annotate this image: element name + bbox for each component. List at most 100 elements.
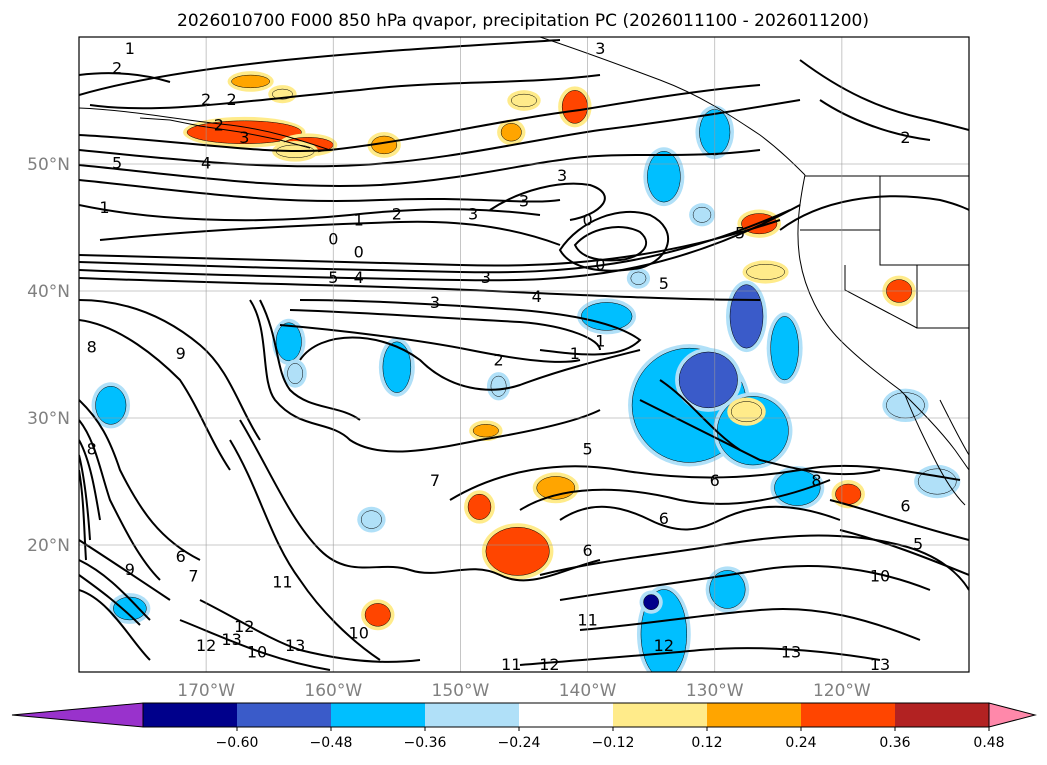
longitude-tick-label: 170°W [177, 681, 235, 701]
precip-anomaly-area [485, 526, 550, 576]
contour-line [79, 419, 161, 581]
contour-line [79, 277, 761, 301]
contour-label: 3 [430, 293, 440, 312]
contour-label: 13 [781, 642, 801, 661]
latitude-tick-label: 40°N [27, 282, 70, 302]
contour-line [779, 195, 969, 231]
contour-line [79, 219, 781, 267]
precip-anomaly-area [746, 264, 785, 280]
contour-label: 11 [577, 611, 597, 630]
precip-anomaly-area [692, 206, 712, 223]
latitude-tick-label: 30°N [27, 409, 70, 429]
contour-label: 9 [176, 344, 186, 363]
colorbar-extend-low [11, 702, 144, 728]
contour-line [573, 226, 648, 262]
colorbar-tick-label: −0.36 [404, 735, 447, 751]
contour-label: 4 [201, 154, 211, 173]
contour-line [79, 439, 101, 521]
contour-line [79, 84, 761, 152]
colorbar-tick-label: 0.36 [879, 735, 910, 751]
contour-label: 12 [539, 655, 559, 674]
contour-label: 1 [595, 331, 605, 350]
precip-anomaly-area [770, 316, 799, 381]
contour-line [79, 589, 151, 661]
precip-anomaly-area [647, 151, 681, 203]
contour-label: 13 [285, 636, 305, 655]
contour-label: 8 [87, 338, 97, 357]
contour-label: 6 [900, 496, 910, 515]
colorbar-extend-high [988, 702, 1037, 728]
colorbar-frame [142, 702, 990, 728]
precip-anomaly-area [472, 424, 499, 438]
precip-anomaly-area [95, 386, 127, 425]
precip-anomaly-area [361, 510, 382, 529]
contour-line [79, 559, 151, 621]
longitude-tick-label: 150°W [432, 681, 490, 701]
contour-label: 2 [214, 115, 224, 134]
longitude-tick-label: 130°W [686, 681, 744, 701]
contour-label: 2 [392, 204, 402, 223]
contour-label: 3 [481, 268, 491, 287]
contour-label: 3 [239, 128, 249, 147]
contour-label: 13 [870, 655, 890, 674]
mexico-mainland-coastline [939, 399, 969, 456]
contour-line [519, 647, 881, 666]
contour-line [299, 299, 642, 356]
contour-label: 5 [659, 274, 669, 293]
contour-line [79, 319, 231, 471]
state-borders [800, 176, 969, 329]
colorbar-segment [801, 703, 895, 727]
contour-line [489, 182, 606, 221]
precipitation-fill-layer [91, 71, 961, 672]
contour-label: 0 [582, 211, 592, 230]
latitude-ticks: 50°N 40°N 30°N 20°N [27, 155, 70, 556]
contour-line [579, 608, 921, 641]
contour-label: 1 [570, 344, 580, 363]
precip-anomaly-area [275, 322, 302, 362]
coastline-layer [79, 37, 969, 506]
gulf-of-alaska-coastline [539, 37, 806, 176]
contour-line [659, 379, 741, 451]
precip-anomaly-area [186, 120, 302, 144]
precip-anomaly-area [730, 401, 763, 423]
precip-anomaly-area [287, 363, 304, 384]
contour-label: 7 [188, 566, 198, 585]
precip-anomaly-area [643, 594, 660, 611]
contour-label: 1 [99, 198, 109, 217]
contour-label: 2 [493, 350, 503, 369]
latitude-tick-label: 50°N [27, 155, 70, 175]
contour-line [79, 539, 171, 601]
contour-line [99, 220, 561, 246]
contour-label: 0 [595, 255, 605, 274]
contour-label: 12 [234, 617, 254, 636]
contour-label: 0 [328, 230, 338, 249]
colorbar: −0.60 −0.48 −0.36 −0.24 −0.12 0.12 0.24 0.36 0.4… [11, 702, 1037, 751]
contour-label: 10 [247, 642, 267, 661]
contour-label: 7 [430, 471, 440, 490]
latitude-tick-label: 20°N [27, 536, 70, 556]
contour-line [79, 179, 561, 203]
contour-line [289, 309, 601, 351]
contour-label: 3 [519, 192, 529, 211]
contour-line [259, 299, 361, 421]
contour-label: 3 [468, 204, 478, 223]
contour-label: 13 [221, 630, 241, 649]
longitude-tick-label: 140°W [559, 681, 617, 701]
contour-label: 6 [582, 541, 592, 560]
contour-label: 10 [349, 623, 369, 642]
precip-anomaly-area [630, 271, 647, 285]
colorbar-tick-label: −0.24 [498, 735, 541, 751]
precip-anomaly-area [709, 570, 746, 609]
contour-label: 0 [354, 242, 364, 261]
contour-line [539, 534, 969, 591]
contour-line [799, 59, 969, 131]
precip-anomaly-area [231, 74, 270, 89]
precip-anomaly-area [511, 93, 537, 108]
contour-line [179, 619, 331, 671]
colorbar-tick-label: 0.24 [785, 735, 816, 751]
contour-line [239, 419, 601, 582]
contour-label: 3 [557, 166, 567, 185]
contour-label: 2 [900, 128, 910, 147]
